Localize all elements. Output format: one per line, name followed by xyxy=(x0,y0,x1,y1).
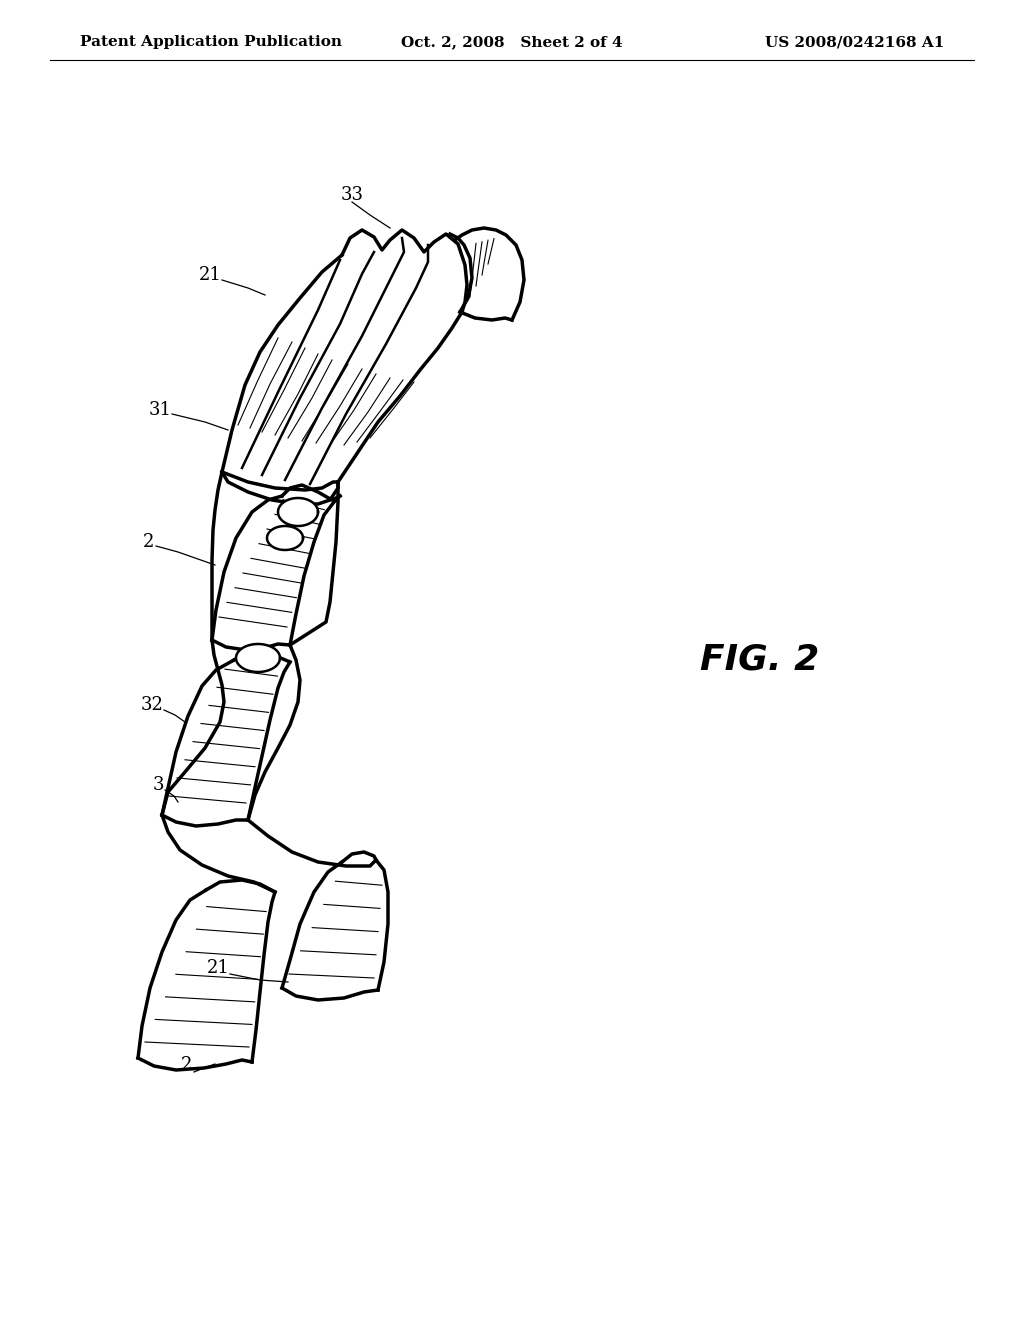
Polygon shape xyxy=(236,644,280,672)
Text: 21: 21 xyxy=(207,960,229,977)
Text: 32: 32 xyxy=(140,696,164,714)
Text: US 2008/0242168 A1: US 2008/0242168 A1 xyxy=(765,36,944,49)
Polygon shape xyxy=(267,525,303,550)
Text: FIG. 2: FIG. 2 xyxy=(700,643,819,677)
Text: 2: 2 xyxy=(142,533,154,550)
Text: 3: 3 xyxy=(153,776,164,795)
Text: 21: 21 xyxy=(199,267,221,284)
Text: 2: 2 xyxy=(180,1056,191,1074)
Text: Oct. 2, 2008   Sheet 2 of 4: Oct. 2, 2008 Sheet 2 of 4 xyxy=(401,36,623,49)
Text: 33: 33 xyxy=(341,186,364,205)
Text: Patent Application Publication: Patent Application Publication xyxy=(80,36,342,49)
Polygon shape xyxy=(278,498,318,525)
Text: 31: 31 xyxy=(148,401,171,418)
